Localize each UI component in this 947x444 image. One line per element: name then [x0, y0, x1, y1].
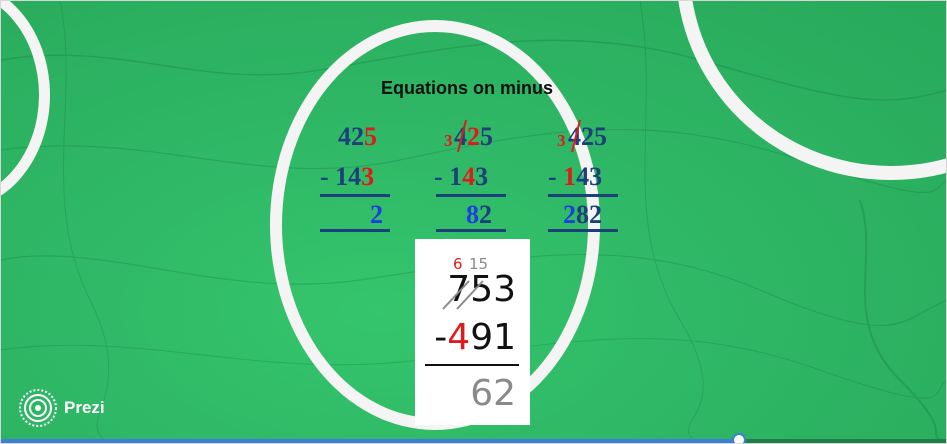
example-1-subtrahend: - 143 — [320, 162, 375, 191]
example-3-minuend: 425 — [568, 122, 607, 151]
example-3-result: 282 — [563, 200, 602, 229]
prezi-label: Prezi — [64, 398, 105, 417]
example-3-rule — [548, 194, 618, 197]
card-rule — [425, 364, 519, 366]
example-3-subtrahend: - 143 — [548, 162, 603, 191]
card-subtrahend: -491 — [434, 317, 516, 358]
example-2-subtrahend: - 143 — [434, 162, 489, 191]
example-3-result-rule — [548, 229, 618, 232]
example-2-rule — [436, 194, 506, 197]
example-1-result: 2 — [370, 200, 383, 229]
example-1-minuend: 425 — [338, 122, 377, 151]
example-3-strike-mark — [571, 119, 581, 153]
example-2-borrow-note: 3 — [444, 131, 453, 150]
example-3-borrow-note: 3 — [557, 131, 566, 150]
prezi-logo-icon — [19, 389, 57, 427]
example-2-result: 82 — [466, 200, 492, 229]
example-2-strike-mark — [457, 119, 467, 153]
slide-title: Equations on minus — [380, 78, 553, 98]
card-strike-marks — [442, 280, 484, 310]
example-1-rule — [320, 194, 390, 197]
prezi-brand[interactable]: Prezi — [18, 388, 105, 428]
example-2-result-rule — [436, 229, 506, 232]
progress-handle[interactable] — [731, 433, 746, 444]
worked-example-card[interactable]: 6 15 753 -491 62 — [415, 239, 530, 425]
card-difference: 62 — [470, 373, 516, 414]
progress-fill — [0, 439, 739, 444]
borrow-digit-gray: 15 — [469, 255, 489, 273]
borrow-digit-red: 6 — [453, 255, 463, 273]
example-1-result-rule — [320, 229, 390, 232]
presentation-progress-bar[interactable] — [0, 433, 947, 444]
